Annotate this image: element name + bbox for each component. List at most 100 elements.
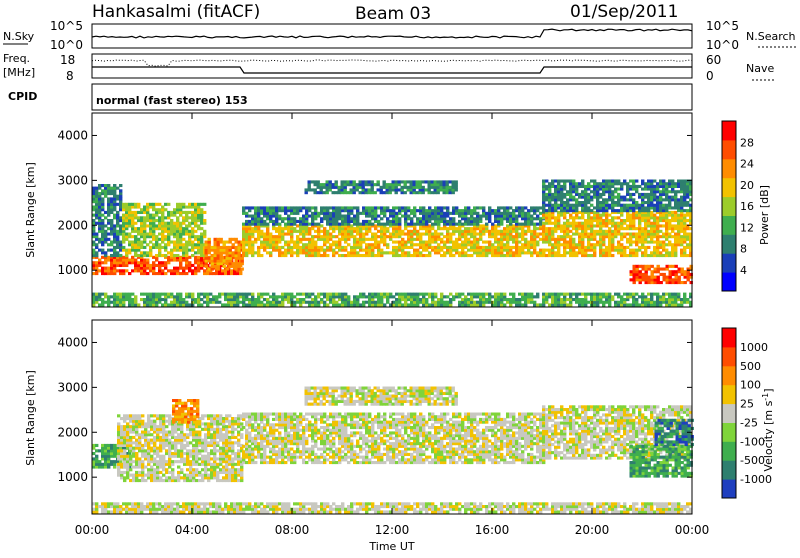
power-cell [107, 189, 110, 192]
power-cell [651, 273, 654, 276]
power-cell [620, 185, 623, 188]
power-cell [211, 246, 214, 249]
power-cell [386, 301, 389, 304]
power-cell [104, 184, 107, 187]
power-cell [584, 303, 587, 306]
power-cell [92, 261, 95, 264]
power-cell [263, 220, 266, 223]
power-cell [398, 217, 401, 220]
power-cell [455, 243, 458, 246]
power-cell [605, 249, 608, 252]
power-cell [452, 191, 455, 194]
velocity-cell [123, 452, 126, 455]
power-cell [497, 295, 500, 298]
power-cell [347, 230, 350, 233]
power-cell [599, 204, 602, 207]
power-cell [140, 208, 143, 211]
power-cell [521, 217, 524, 220]
power-cell [380, 227, 383, 230]
power-cell [308, 251, 311, 254]
power-cell [602, 219, 605, 222]
power-cell [512, 230, 515, 233]
power-cell [422, 223, 425, 226]
power-cell [389, 238, 392, 241]
power-cell [506, 220, 509, 223]
power-cell [200, 211, 203, 214]
power-cell [365, 295, 368, 298]
power-cell [569, 235, 572, 238]
power-cell [656, 249, 659, 252]
power-cell [368, 212, 371, 215]
power-cell [119, 192, 122, 195]
power-cell [305, 191, 308, 194]
power-cell [425, 241, 428, 244]
power-cell [419, 301, 422, 304]
power-cell [533, 251, 536, 254]
power-cell [332, 251, 335, 254]
power-cell [107, 267, 110, 270]
power-cell [633, 281, 636, 284]
power-cell [401, 241, 404, 244]
power-cell [629, 214, 632, 217]
power-cell [170, 233, 173, 236]
power-cell [338, 230, 341, 233]
power-cell [350, 246, 353, 249]
power-cell [92, 254, 95, 257]
power-cell [308, 303, 311, 306]
power-cell [167, 293, 170, 296]
power-cell [275, 235, 278, 238]
power-cell [626, 190, 629, 193]
velocity-cell [120, 417, 123, 420]
power-cell [605, 230, 608, 233]
power-cell [365, 183, 368, 186]
power-cell [401, 209, 404, 212]
power-cell [629, 222, 632, 225]
power-cell [494, 246, 497, 249]
power-cell [635, 238, 638, 241]
power-cell [596, 219, 599, 222]
power-cell [635, 241, 638, 244]
power-cell [353, 223, 356, 226]
cpid-label: CPID [8, 90, 37, 103]
power-cell [663, 276, 666, 279]
power-cell [413, 191, 416, 194]
power-cell [656, 185, 659, 188]
power-cell [413, 251, 416, 254]
power-cell [413, 180, 416, 183]
power-cell [566, 209, 569, 212]
power-cell [338, 215, 341, 218]
power-cell [455, 295, 458, 298]
power-cell [194, 222, 197, 225]
power-cell [410, 217, 413, 220]
power-cell [98, 238, 101, 241]
power-cell [662, 209, 665, 212]
power-cell [308, 238, 311, 241]
power-cell [569, 295, 572, 298]
power-cell [626, 241, 629, 244]
power-cell [633, 268, 636, 271]
power-cell [497, 301, 500, 304]
power-cell [344, 215, 347, 218]
power-cell [128, 259, 131, 262]
power-cell [554, 201, 557, 204]
power-cell [680, 214, 683, 217]
power-cell [593, 185, 596, 188]
power-cell [314, 246, 317, 249]
power-cell [542, 254, 545, 257]
power-cell [356, 295, 359, 298]
power-cell [113, 259, 116, 262]
power-cell [608, 301, 611, 304]
power-cell [194, 238, 197, 241]
power-cell [245, 233, 248, 236]
power-cell [656, 204, 659, 207]
power-cell [248, 246, 251, 249]
power-cell [101, 238, 104, 241]
power-cell [674, 303, 677, 306]
power-cell [140, 224, 143, 227]
power-cell [299, 241, 302, 244]
power-cell [425, 209, 428, 212]
power-cell [551, 204, 554, 207]
power-cell [491, 251, 494, 254]
power-cell [116, 219, 119, 222]
power-cell [155, 235, 158, 238]
